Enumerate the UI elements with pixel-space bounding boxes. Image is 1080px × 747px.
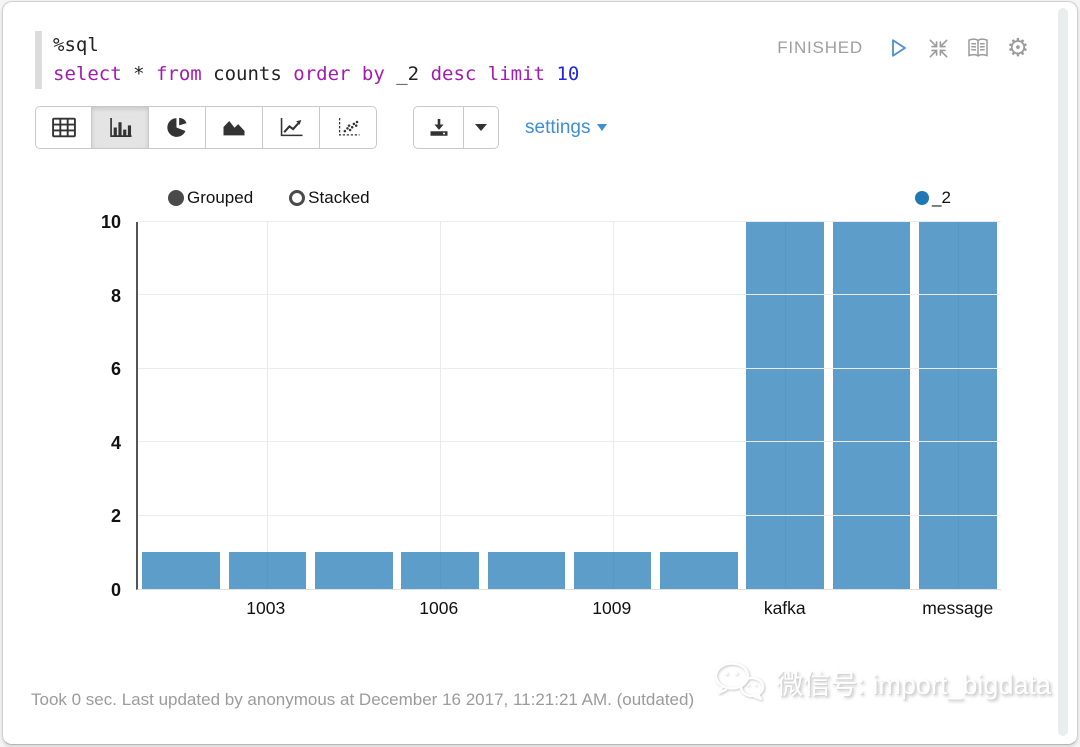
paragraph-footer: Took 0 sec. Last updated by anonymous at… xyxy=(31,690,695,709)
download-button[interactable] xyxy=(413,106,464,149)
bar xyxy=(401,552,479,589)
table-icon xyxy=(51,117,76,138)
download-icon xyxy=(430,119,447,136)
y-tick-label: 0 xyxy=(110,580,121,600)
legend-series-label: _2 xyxy=(932,188,951,207)
y-tick-label: 4 xyxy=(110,432,121,453)
plot-area xyxy=(136,221,1001,590)
bar xyxy=(660,552,738,589)
collapse-button[interactable] xyxy=(925,35,951,61)
caret-down-icon xyxy=(475,124,487,131)
watermark-text: 微信号: import_bigdata xyxy=(776,669,1051,700)
bar-slot xyxy=(915,222,1001,589)
stacked-label: Stacked xyxy=(308,188,370,207)
x-axis: 1003 1006 1009 kafka message xyxy=(136,598,1001,624)
bar xyxy=(314,552,393,589)
bar xyxy=(142,552,220,589)
chart-type-table-button[interactable] xyxy=(35,106,92,149)
code-line: %sql xyxy=(53,34,99,56)
run-button[interactable] xyxy=(885,35,911,61)
radio-selected-icon xyxy=(168,190,184,206)
paragraph-control-row: FINISHED ⚙ xyxy=(777,35,1031,61)
legend-item[interactable]: _2 xyxy=(915,188,951,208)
x-tick-label: 1009 xyxy=(592,598,632,618)
bar-chart-icon xyxy=(110,118,132,137)
bar-slot xyxy=(656,222,742,589)
v-gridline xyxy=(267,222,269,589)
bar-slot xyxy=(224,222,310,589)
x-tick-label: 1003 xyxy=(246,598,286,618)
play-icon xyxy=(892,39,906,57)
bar-slot xyxy=(138,222,224,589)
download-group xyxy=(413,106,499,149)
show-editor-button[interactable] xyxy=(965,35,991,61)
chart-type-line-button[interactable] xyxy=(263,106,320,149)
x-tick-label: 1006 xyxy=(419,598,459,618)
y-tick-label: 6 xyxy=(110,359,121,380)
chart-type-area-button[interactable] xyxy=(206,106,263,149)
h-gridline xyxy=(138,367,1001,369)
settings-caret-icon xyxy=(597,124,608,131)
y-axis: 0 2 4 6 8 10 xyxy=(87,212,129,600)
v-gridline xyxy=(440,222,442,589)
code-lines: %sql select * from counts order by _2 des… xyxy=(53,31,579,89)
wechat-icon xyxy=(715,662,765,701)
gear-icon: ⚙ xyxy=(1006,33,1030,62)
x-tick-label: kafka xyxy=(763,598,806,618)
legend-dot-icon xyxy=(915,191,929,205)
pie-chart-icon xyxy=(166,117,187,137)
bar xyxy=(573,552,652,589)
bar-slot xyxy=(828,222,914,589)
result-toolbar: settings xyxy=(35,106,608,149)
chart: Grouped Stacked _2 0 2 4 6 8 10 1003 1006 1009 k… xyxy=(3,180,1077,650)
grouped-label: Grouped xyxy=(187,188,254,207)
bar xyxy=(228,552,307,589)
paragraph-gear-button[interactable]: ⚙ xyxy=(1005,35,1031,61)
bar-slot xyxy=(742,222,828,589)
code-line: select * from counts order by _2 desc li… xyxy=(53,63,580,85)
download-options-button[interactable] xyxy=(464,106,499,149)
scatter-chart-icon xyxy=(338,118,360,136)
bar-slot xyxy=(397,222,483,589)
compress-icon xyxy=(929,39,947,57)
scrollbar-track[interactable] xyxy=(1058,8,1068,736)
book-icon xyxy=(968,38,988,57)
grouped-radio[interactable]: Grouped xyxy=(168,188,253,208)
bar-slot xyxy=(311,222,397,589)
h-gridline xyxy=(138,514,1001,516)
sql-editor[interactable]: %sql select * from counts order by _2 des… xyxy=(35,31,579,89)
chart-type-pie-button[interactable] xyxy=(149,106,206,149)
bar-slot xyxy=(569,222,655,589)
bar xyxy=(487,552,566,589)
v-gridline xyxy=(612,222,614,589)
h-gridline xyxy=(138,221,1001,222)
chart-type-scatter-button[interactable] xyxy=(320,106,377,149)
y-tick-label: 10 xyxy=(100,212,121,232)
bar xyxy=(746,222,825,589)
y-tick-label: 2 xyxy=(110,506,121,527)
bar xyxy=(832,222,911,589)
settings-label: settings xyxy=(525,116,591,138)
h-gridline xyxy=(138,294,1001,296)
radio-unselected-icon xyxy=(289,190,306,206)
watermark: 微信号: import_bigdata xyxy=(712,660,1051,704)
y-tick-label: 8 xyxy=(110,285,121,306)
bar-mode-controls: Grouped Stacked xyxy=(168,188,370,208)
h-gridline xyxy=(138,441,1001,443)
area-chart-icon xyxy=(223,120,245,136)
bars-container xyxy=(138,222,1001,589)
chart-type-bar-button[interactable] xyxy=(92,106,149,149)
bar-slot xyxy=(483,222,569,589)
line-chart-icon xyxy=(280,118,303,137)
paragraph-status: FINISHED xyxy=(777,38,863,57)
chart-type-group xyxy=(35,106,377,149)
x-tick-label: message xyxy=(922,598,994,618)
stacked-radio[interactable]: Stacked xyxy=(289,188,370,208)
settings-toggle[interactable]: settings xyxy=(525,116,608,139)
bar xyxy=(918,222,997,589)
editor-gutter xyxy=(35,31,42,89)
